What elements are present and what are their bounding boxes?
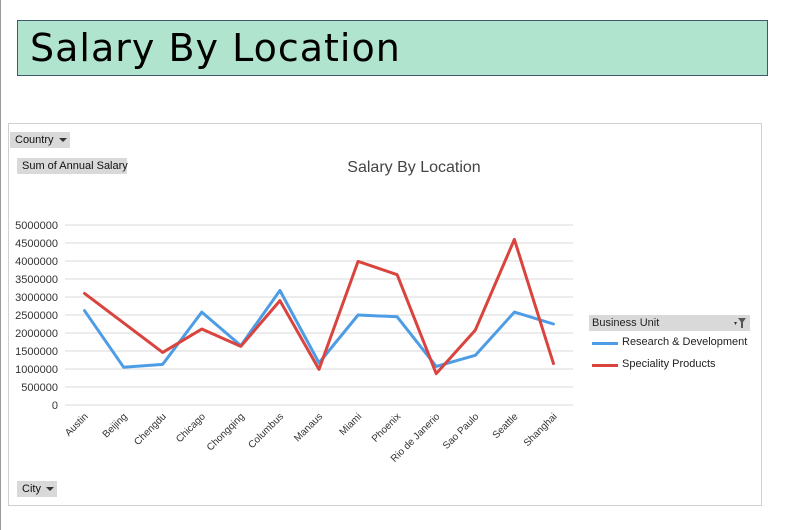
x-tick-label-4: Chongqing: [205, 411, 247, 453]
pivot-chart[interactable]: Country Sum of Annual Salary Salary By L…: [8, 123, 762, 506]
y-tick-label-7: 3500000: [15, 274, 58, 286]
y-tick-label-3: 1500000: [15, 346, 58, 358]
x-tick-label-3: Chicago: [174, 411, 208, 445]
legend-label-rd: Research & Development: [622, 336, 748, 348]
title-banner: Salary By Location: [17, 20, 768, 76]
x-tick-label-10: Sao Paulo: [441, 411, 482, 452]
x-tick-label-12: Shanghai: [522, 411, 560, 449]
y-tick-label-10: 5000000: [15, 220, 58, 232]
y-tick-label-6: 3000000: [15, 292, 58, 304]
legend-label-sp: Speciality Products: [622, 358, 716, 370]
series-line-0: [83, 289, 555, 369]
x-tick-label-2: Chengdu: [132, 411, 168, 447]
x-tick-label-7: Miami: [338, 411, 365, 438]
x-tick-label-1: Beijing: [101, 411, 130, 440]
x-tick-label-6: Manaus: [292, 411, 325, 444]
chart-title: Salary By Location: [347, 159, 481, 176]
country-filter-button[interactable]: Country: [10, 132, 70, 148]
legend-swatch-rd: [592, 342, 618, 345]
series-lines: [83, 237, 555, 376]
dropdown-arrow-icon: [58, 138, 67, 143]
filter-icon[interactable]: [733, 317, 747, 329]
dropdown-arrow-icon: [45, 487, 54, 492]
x-tick-label-11: Seattle: [491, 411, 521, 441]
y-tick-label-0: 0: [52, 400, 58, 412]
legend-header-label: Business Unit: [592, 317, 660, 329]
y-tick-label-9: 4500000: [15, 238, 58, 250]
gridlines: [65, 224, 573, 406]
city-axis-button[interactable]: City: [17, 481, 57, 497]
x-tick-label-0: Austin: [63, 411, 90, 438]
legend-swatch-sp: [592, 364, 618, 367]
series-line-1: [83, 237, 555, 376]
values-field-button[interactable]: Sum of Annual Salary: [17, 158, 128, 174]
x-tick-label-8: Phoenix: [370, 411, 403, 444]
plot-area: 0 500000 1000000 1500000 2000000 2500000 30000…: [15, 220, 573, 465]
values-field-label: Sum of Annual Salary: [22, 160, 128, 172]
y-tick-label-4: 2000000: [15, 328, 58, 340]
y-tick-label-2: 1000000: [15, 364, 58, 376]
x-tick-label-5: Columbus: [246, 411, 286, 451]
country-filter-label: Country: [15, 134, 54, 146]
window-edge: [0, 0, 1, 530]
business-unit-legend-header[interactable]: Business Unit: [589, 315, 750, 331]
y-tick-label-5: 2500000: [15, 310, 58, 322]
city-axis-label: City: [22, 483, 41, 495]
y-axis: 0 500000 1000000 1500000 2000000 2500000 30000…: [15, 220, 58, 412]
banner-title: Salary By Location: [30, 26, 401, 70]
y-tick-label-8: 4000000: [15, 256, 58, 268]
y-tick-label-1: 500000: [21, 382, 58, 394]
